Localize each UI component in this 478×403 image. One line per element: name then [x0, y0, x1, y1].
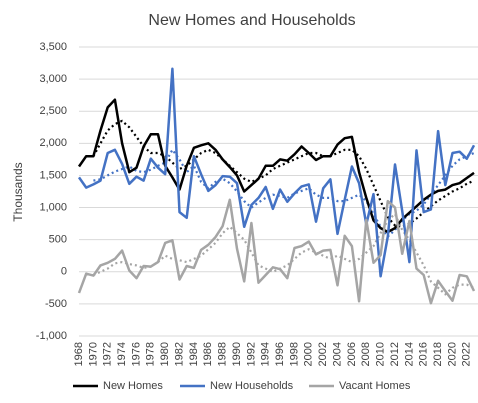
series-line [77, 198, 476, 305]
x-tick-label: 2018 [432, 342, 444, 366]
trend-line [92, 119, 475, 228]
x-tick-label: 1998 [288, 342, 300, 366]
x-tick-label: 1982 [173, 342, 185, 366]
x-tick-label: 2008 [360, 342, 372, 366]
chart-title: New Homes and Households [148, 12, 355, 29]
x-tick-label: 2022 [461, 342, 473, 366]
x-tick-label: 2014 [403, 342, 415, 366]
y-tick-label: 1,000 [39, 201, 67, 213]
x-tick-label: 2004 [331, 342, 343, 366]
series-line [77, 98, 475, 234]
x-tick-label: 2002 [317, 342, 329, 366]
y-tick-label: 500 [49, 234, 67, 246]
x-tick-label: 1978 [145, 342, 157, 366]
x-tick-label: 2020 [446, 342, 458, 366]
x-tick-label: 2012 [389, 342, 401, 366]
x-tick-label: 2006 [346, 342, 358, 366]
x-tick-label: 2010 [375, 342, 387, 366]
x-tick-label: 1992 [245, 342, 257, 366]
x-tick-label: 1974 [116, 342, 128, 366]
y-tick-label: -1,000 [36, 330, 67, 342]
trend-line [92, 212, 475, 296]
x-tick-label: 1996 [274, 342, 286, 366]
x-tick-label: 1988 [217, 342, 229, 366]
x-tick-label: 1986 [202, 342, 214, 366]
x-tick-label: 1980 [159, 342, 171, 366]
x-tick-label: 1984 [188, 342, 200, 366]
x-tick-label: 2000 [303, 342, 315, 366]
x-tick-label: 1990 [231, 342, 243, 366]
x-tick-label: 1970 [87, 342, 99, 366]
y-tick-label: 2,000 [39, 137, 67, 149]
x-tick-label: 1972 [102, 342, 114, 366]
y-tick-label: 0 [61, 266, 67, 278]
x-tick-label: 2016 [418, 342, 430, 366]
y-tick-label: 2,500 [39, 105, 67, 117]
y-tick-label: -500 [45, 298, 67, 310]
y-tick-label: 3,000 [39, 73, 67, 85]
series-line [77, 67, 476, 278]
x-tick-label: 1994 [260, 342, 272, 366]
y-axis-title: Thousands [11, 162, 25, 221]
y-tick-label: 3,500 [39, 41, 67, 53]
legend-label: Vacant Homes [339, 380, 411, 392]
legend-label: New Homes [103, 380, 163, 392]
x-tick-label: 1976 [130, 342, 142, 366]
x-tick-label: 1968 [73, 342, 85, 366]
legend-label: New Households [210, 380, 294, 392]
y-tick-label: 1,500 [39, 169, 67, 181]
